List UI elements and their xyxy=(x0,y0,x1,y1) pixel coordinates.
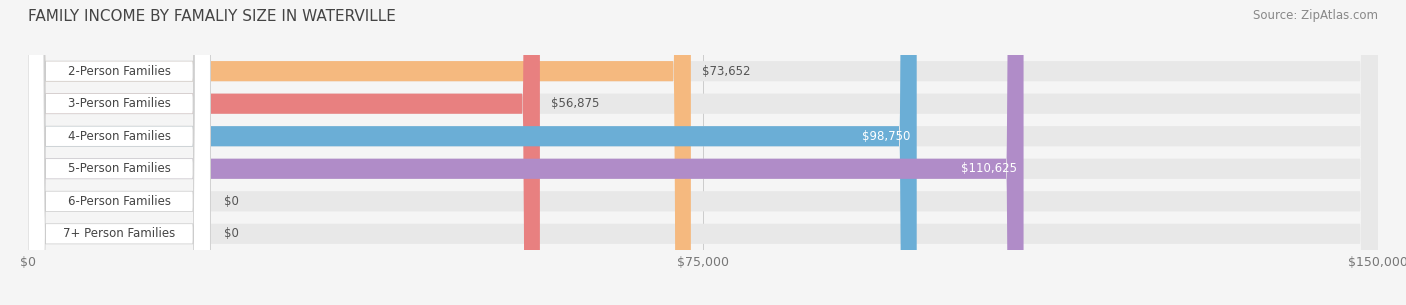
FancyBboxPatch shape xyxy=(28,0,1378,305)
FancyBboxPatch shape xyxy=(28,0,540,305)
Text: 4-Person Families: 4-Person Families xyxy=(67,130,170,143)
FancyBboxPatch shape xyxy=(28,0,1378,305)
FancyBboxPatch shape xyxy=(28,0,1378,305)
FancyBboxPatch shape xyxy=(28,0,1378,305)
Text: Source: ZipAtlas.com: Source: ZipAtlas.com xyxy=(1253,9,1378,22)
FancyBboxPatch shape xyxy=(28,0,211,305)
Text: FAMILY INCOME BY FAMALIY SIZE IN WATERVILLE: FAMILY INCOME BY FAMALIY SIZE IN WATERVI… xyxy=(28,9,396,24)
Text: 7+ Person Families: 7+ Person Families xyxy=(63,227,176,240)
FancyBboxPatch shape xyxy=(28,0,211,305)
FancyBboxPatch shape xyxy=(28,0,1024,305)
FancyBboxPatch shape xyxy=(28,0,1378,305)
Text: $98,750: $98,750 xyxy=(862,130,910,143)
Text: 5-Person Families: 5-Person Families xyxy=(67,162,170,175)
Text: $110,625: $110,625 xyxy=(960,162,1017,175)
FancyBboxPatch shape xyxy=(28,0,211,305)
Text: 6-Person Families: 6-Person Families xyxy=(67,195,170,208)
Text: $0: $0 xyxy=(224,227,239,240)
Text: $56,875: $56,875 xyxy=(551,97,599,110)
FancyBboxPatch shape xyxy=(28,0,1378,305)
FancyBboxPatch shape xyxy=(28,0,690,305)
Text: $73,652: $73,652 xyxy=(702,65,751,78)
FancyBboxPatch shape xyxy=(28,0,211,305)
FancyBboxPatch shape xyxy=(28,0,917,305)
Text: 2-Person Families: 2-Person Families xyxy=(67,65,170,78)
Text: $0: $0 xyxy=(224,195,239,208)
FancyBboxPatch shape xyxy=(28,0,211,305)
Text: 3-Person Families: 3-Person Families xyxy=(67,97,170,110)
FancyBboxPatch shape xyxy=(28,0,211,305)
